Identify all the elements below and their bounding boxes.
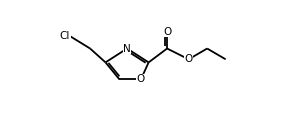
Text: O: O bbox=[163, 27, 171, 37]
Text: N: N bbox=[123, 44, 131, 54]
Text: O: O bbox=[137, 74, 145, 84]
Text: O: O bbox=[185, 54, 193, 64]
Text: Cl: Cl bbox=[60, 31, 70, 41]
